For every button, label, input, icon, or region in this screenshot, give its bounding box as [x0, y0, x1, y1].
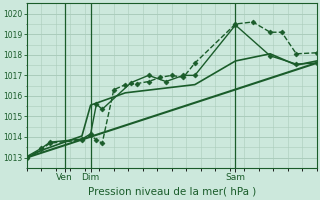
X-axis label: Pression niveau de la mer( hPa ): Pression niveau de la mer( hPa ): [88, 187, 256, 197]
